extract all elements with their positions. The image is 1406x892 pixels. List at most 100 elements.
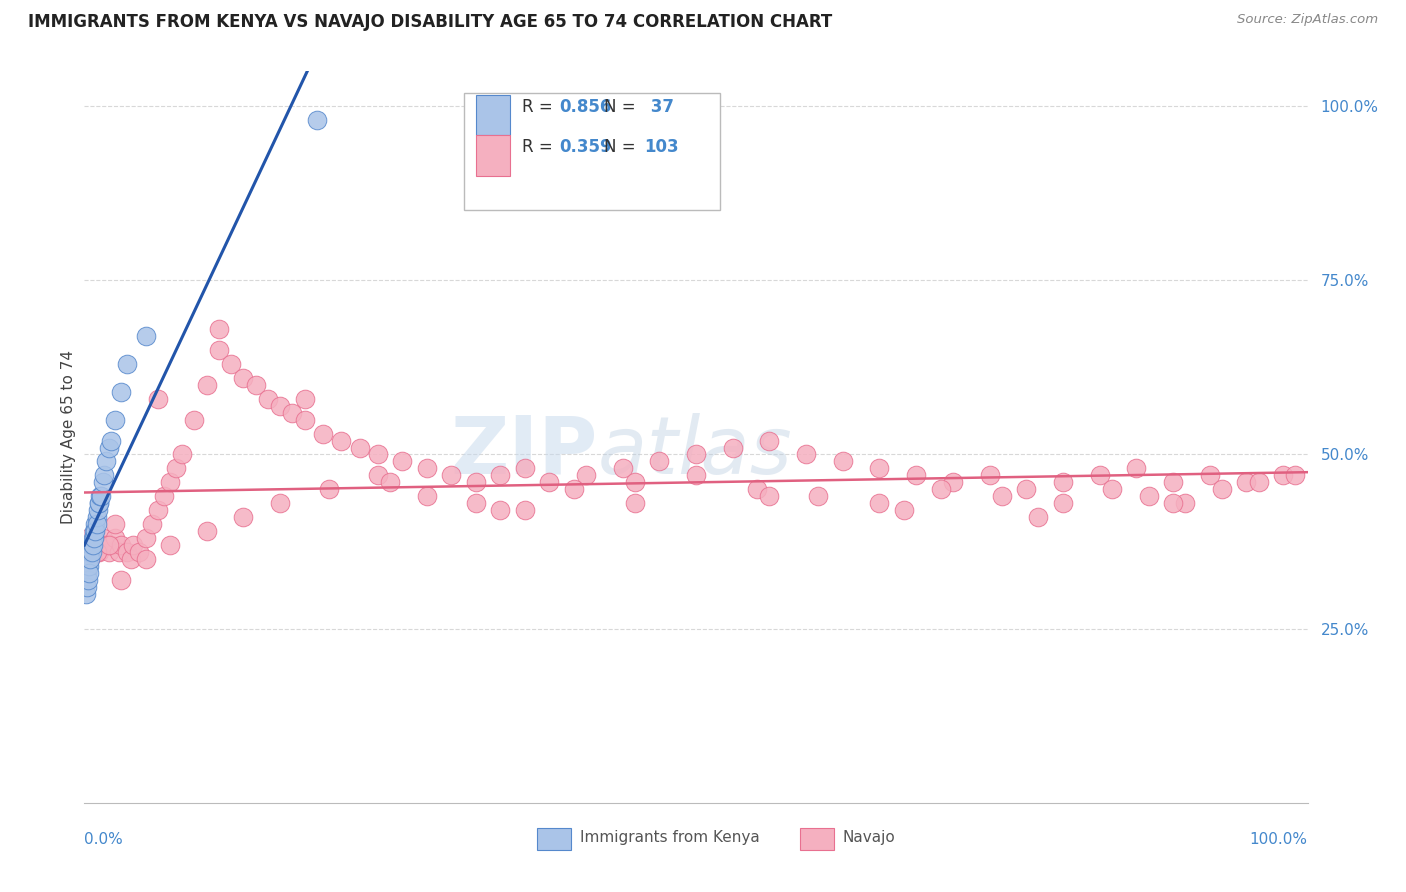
Point xyxy=(110,573,132,587)
Text: 0.856: 0.856 xyxy=(560,98,612,116)
Point xyxy=(1211,483,1233,497)
Point xyxy=(807,489,830,503)
Point xyxy=(208,322,231,336)
Point xyxy=(90,489,112,503)
Point xyxy=(91,531,114,545)
Point xyxy=(87,545,110,559)
Point xyxy=(1161,496,1184,510)
Y-axis label: Disability Age 65 to 74: Disability Age 65 to 74 xyxy=(60,350,76,524)
Point xyxy=(77,566,100,580)
Point xyxy=(869,496,891,510)
Point xyxy=(612,461,634,475)
Point xyxy=(115,545,138,559)
Text: Source: ZipAtlas.com: Source: ZipAtlas.com xyxy=(1237,13,1378,27)
Point xyxy=(538,475,561,490)
Point xyxy=(120,552,142,566)
Point xyxy=(86,517,108,532)
Point xyxy=(96,454,118,468)
FancyBboxPatch shape xyxy=(464,94,720,211)
Point xyxy=(1015,483,1038,497)
Point xyxy=(110,538,132,552)
Point xyxy=(100,538,122,552)
Point xyxy=(1247,475,1270,490)
Point xyxy=(294,412,316,426)
Point xyxy=(87,496,110,510)
Point xyxy=(294,392,316,406)
Point xyxy=(135,531,157,545)
Point xyxy=(367,468,389,483)
Text: atlas: atlas xyxy=(598,413,793,491)
Point xyxy=(195,524,218,538)
Point xyxy=(89,489,111,503)
Point xyxy=(195,377,218,392)
Point xyxy=(153,489,176,503)
Point xyxy=(110,384,132,399)
Point xyxy=(86,538,108,552)
Text: Immigrants from Kenya: Immigrants from Kenya xyxy=(579,830,759,846)
Point xyxy=(107,545,129,559)
Point xyxy=(257,392,280,406)
Point xyxy=(82,531,104,545)
Point xyxy=(464,475,486,490)
Point xyxy=(128,545,150,559)
Point xyxy=(1088,468,1111,483)
Point xyxy=(416,461,439,475)
Point xyxy=(77,552,100,566)
Point xyxy=(141,517,163,532)
Point xyxy=(1052,475,1074,490)
Point xyxy=(75,587,97,601)
Point xyxy=(82,538,104,552)
Point xyxy=(758,489,780,503)
Point xyxy=(991,489,1014,503)
Point xyxy=(942,475,965,490)
Point xyxy=(77,558,100,573)
Point xyxy=(464,496,486,510)
Point xyxy=(84,517,107,532)
Point xyxy=(747,483,769,497)
Point xyxy=(685,448,707,462)
Point xyxy=(232,510,254,524)
Point xyxy=(83,524,105,538)
Point xyxy=(440,468,463,483)
FancyBboxPatch shape xyxy=(475,136,510,176)
Point xyxy=(929,483,952,497)
Point xyxy=(146,392,169,406)
Point xyxy=(77,573,100,587)
Text: Navajo: Navajo xyxy=(842,830,896,846)
Text: IMMIGRANTS FROM KENYA VS NAVAJO DISABILITY AGE 65 TO 74 CORRELATION CHART: IMMIGRANTS FROM KENYA VS NAVAJO DISABILI… xyxy=(28,13,832,31)
Point xyxy=(135,552,157,566)
Point xyxy=(1052,496,1074,510)
Point xyxy=(318,483,340,497)
FancyBboxPatch shape xyxy=(800,829,834,850)
Point xyxy=(104,517,127,532)
Point xyxy=(159,475,181,490)
Point xyxy=(77,531,100,545)
Point xyxy=(1174,496,1197,510)
Point xyxy=(562,483,585,497)
Point xyxy=(245,377,267,392)
Point xyxy=(281,406,304,420)
Point xyxy=(80,545,103,559)
Point xyxy=(183,412,205,426)
FancyBboxPatch shape xyxy=(537,829,571,850)
Point xyxy=(97,545,120,559)
Point xyxy=(87,503,110,517)
Point xyxy=(1272,468,1295,483)
Point xyxy=(97,538,120,552)
Point xyxy=(87,496,110,510)
Point xyxy=(269,399,291,413)
Point xyxy=(648,454,671,468)
Point xyxy=(77,558,100,573)
Text: N =: N = xyxy=(605,138,641,156)
Point xyxy=(513,503,536,517)
Point xyxy=(979,468,1001,483)
Point xyxy=(172,448,194,462)
FancyBboxPatch shape xyxy=(475,95,510,136)
Point xyxy=(96,538,118,552)
Point xyxy=(219,357,242,371)
Point xyxy=(97,441,120,455)
Point xyxy=(758,434,780,448)
Point xyxy=(122,538,145,552)
Point xyxy=(93,468,115,483)
Point xyxy=(269,496,291,510)
